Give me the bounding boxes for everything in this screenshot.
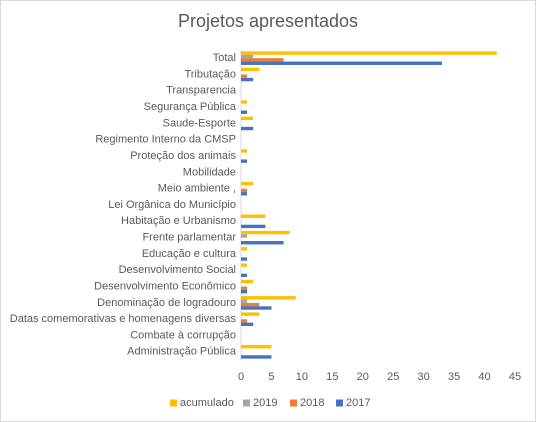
bar	[241, 192, 248, 196]
bar	[241, 302, 260, 307]
bar	[241, 61, 442, 65]
y-tick-label: Combate à corrupção	[130, 329, 236, 341]
bar	[241, 312, 260, 316]
y-tick-label: Saude-Esporte	[163, 117, 236, 129]
y-tick-label: Segurança Pública	[144, 101, 237, 113]
x-tick-label: 5	[268, 371, 274, 383]
y-tick-label: Administração Pública	[127, 346, 237, 358]
legend-swatch	[290, 399, 297, 407]
y-tick-label: Lei Orgânica do Município	[108, 199, 236, 211]
bar	[241, 100, 248, 104]
bar	[241, 58, 284, 62]
bar	[241, 299, 248, 303]
y-tick-label: Desenvolvimento Econômico	[94, 280, 236, 292]
bar	[241, 188, 248, 193]
bar	[241, 263, 248, 267]
bar	[241, 279, 254, 284]
legend-swatch	[170, 399, 177, 407]
y-tick-label: Datas comemorativas e homenagens diversa…	[10, 313, 237, 325]
bar	[241, 110, 248, 114]
x-tick-label: 20	[357, 371, 369, 383]
y-tick-label: Mobilidade	[183, 166, 236, 178]
x-tick-label: 15	[326, 371, 338, 383]
bar	[241, 230, 290, 235]
x-tick-label: 35	[448, 371, 460, 383]
bar	[241, 116, 254, 121]
bar	[241, 241, 284, 245]
x-tick-label: 40	[478, 371, 490, 383]
chart-title: Projetos apresentados	[178, 11, 358, 31]
x-tick-label: 30	[418, 371, 430, 383]
y-tick-label: Proteção dos animais	[130, 150, 236, 162]
y-tick-label: Denominação de logradouro	[97, 297, 236, 309]
x-tick-label: 45	[509, 371, 521, 383]
bar	[241, 286, 248, 290]
bar	[241, 345, 272, 349]
bar	[241, 234, 248, 238]
y-tick-label: Educação e cultura	[142, 248, 237, 260]
bar	[241, 159, 248, 163]
legend-label: 2017	[346, 397, 370, 409]
bar	[241, 67, 260, 72]
legend-label: acumulado	[180, 397, 234, 409]
bar	[241, 322, 254, 327]
y-tick-label: Meio ambiente ,	[158, 183, 236, 195]
bar	[241, 149, 248, 153]
bar	[241, 247, 248, 251]
bar	[241, 214, 266, 218]
bar	[241, 319, 248, 323]
bar	[241, 126, 254, 131]
bar	[241, 224, 266, 229]
y-tick-label: Transparencia	[166, 85, 237, 97]
bar	[241, 289, 248, 294]
y-tick-label: Habitação e Urbanismo	[121, 215, 236, 227]
bar	[241, 306, 272, 310]
y-tick-label: Frente parlamentar	[142, 232, 236, 244]
y-tick-label: Total	[213, 52, 236, 64]
bar	[241, 257, 248, 261]
bar	[241, 355, 272, 359]
legend-swatch	[243, 399, 250, 407]
y-tick-label: Desenvolvimento Social	[119, 264, 236, 276]
x-tick-label: 10	[296, 371, 308, 383]
y-tick-label: Tributação	[184, 68, 236, 80]
bar	[241, 181, 254, 186]
legend-label: 2018	[300, 397, 324, 409]
legend-swatch	[336, 399, 343, 407]
bar	[241, 273, 248, 278]
bar	[241, 51, 497, 55]
bar	[241, 54, 254, 59]
x-tick-label: 25	[387, 371, 399, 383]
bar	[241, 296, 296, 300]
legend-label: 2019	[253, 397, 277, 409]
bar	[241, 74, 248, 78]
x-tick-label: 0	[238, 371, 244, 383]
y-tick-label: Regimento Interno da CMSP	[95, 134, 236, 146]
bar	[241, 77, 254, 82]
